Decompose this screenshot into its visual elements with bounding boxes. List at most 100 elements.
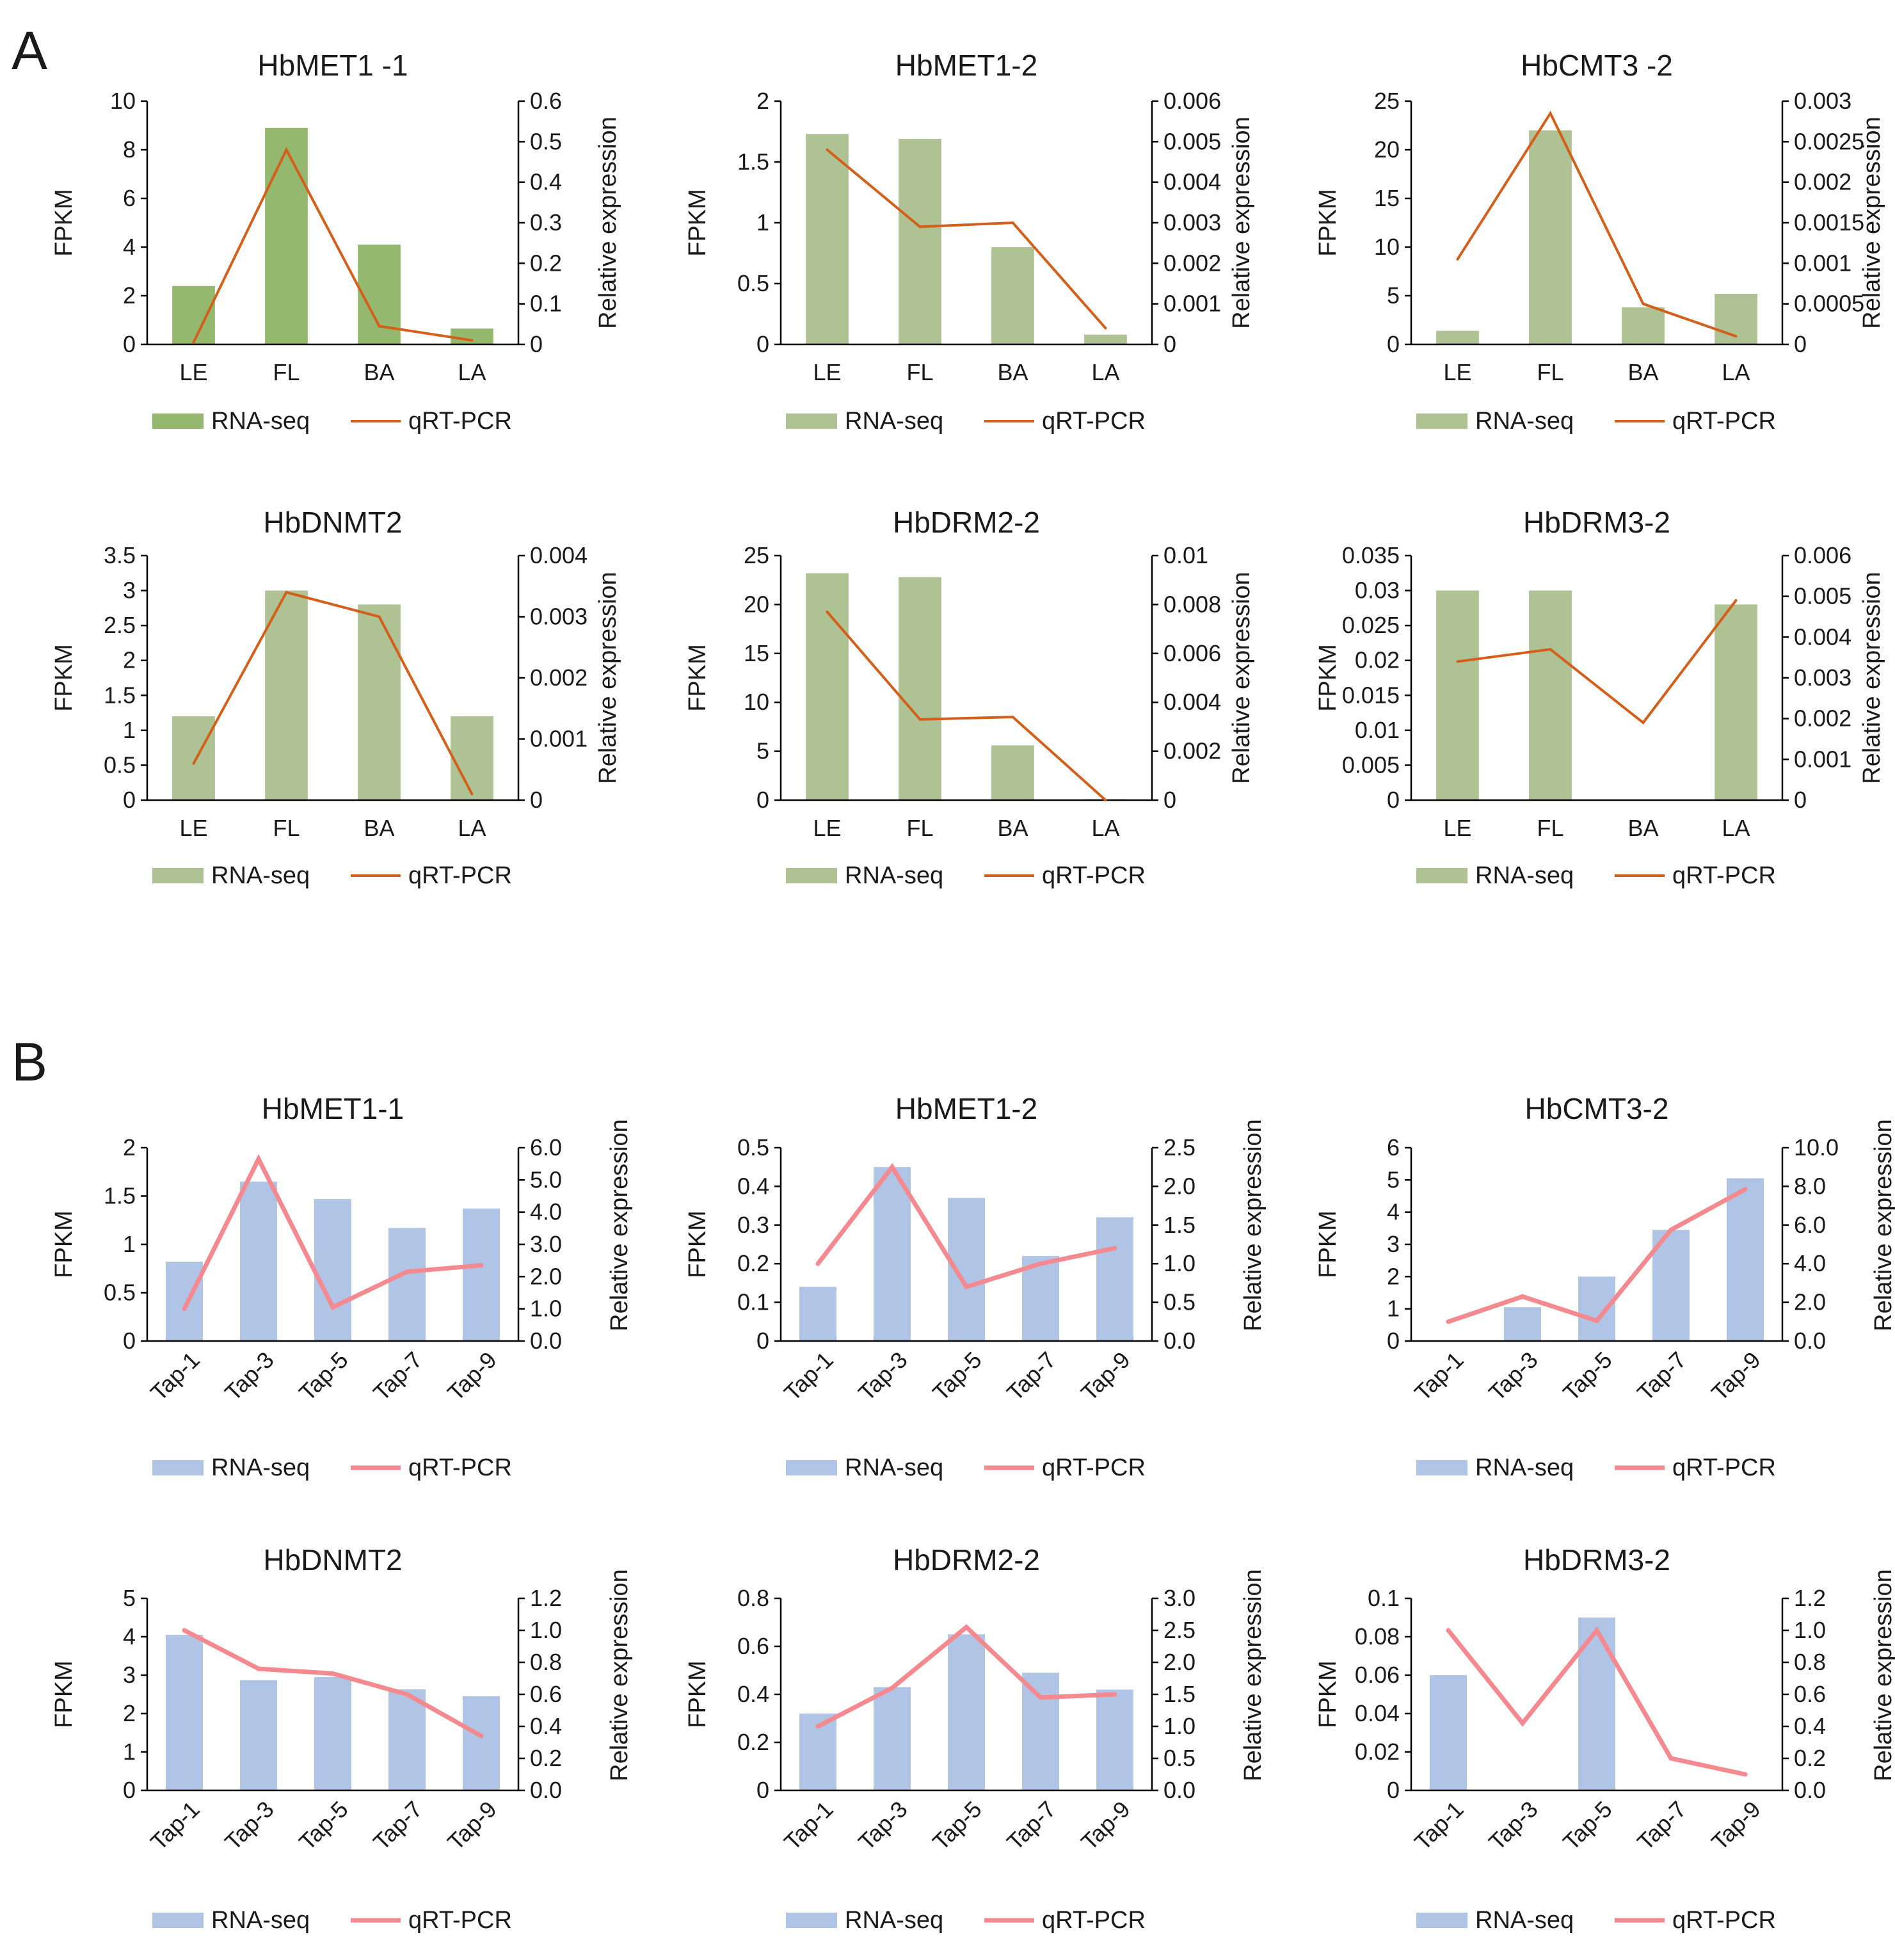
chart-4: HbDNMT2 0 0.5 1 1.5 2 2.5 3 3.5 0 0.001 0.002 0.003 0… (51, 506, 621, 889)
chart-12: HbDRM3-2 0 0.02 0.04 0.06 0.08 0.1 0.0 0.2 0.4 0.6… (1315, 1543, 1895, 1934)
chart-title: HbDNMT2 (263, 506, 402, 539)
x-tick-label: BA (1627, 815, 1658, 841)
x-tick-label: BA (364, 815, 394, 841)
y-tick-label: 2 (123, 1134, 136, 1161)
bar-tap-3 (874, 1167, 911, 1341)
y-axis-title: FPKM (684, 189, 711, 257)
y2-tick-label: 0.002 (530, 664, 588, 691)
y-tick-label: 5 (1387, 1166, 1400, 1193)
y2-tick-label: 0.2 (530, 1745, 562, 1771)
x-tick-label: BA (997, 359, 1028, 385)
y2-tick-label: 0.0025 (1794, 128, 1864, 154)
x-tick-label: Tap-7 (1632, 1347, 1691, 1406)
y2-axis-title: Relative expression (1228, 572, 1255, 784)
y-tick-label: 20 (1374, 136, 1400, 163)
y-tick-label: 5 (1387, 282, 1400, 309)
bar-tap-3 (874, 1687, 911, 1790)
y-tick-label: 0.035 (1342, 542, 1400, 568)
line-point-la (1734, 335, 1738, 338)
x-tick-label: Tap-5 (927, 1796, 987, 1856)
y-axis-title: FPKM (1315, 189, 1341, 257)
y-tick-label: 1.5 (104, 682, 136, 708)
legend-label-rna-seq: RNA-seq (1475, 408, 1574, 435)
x-tick-label: Tap-5 (294, 1347, 353, 1406)
y2-tick-label: 0.0 (1794, 1777, 1826, 1803)
y2-tick-label: 0 (1794, 331, 1807, 357)
y-tick-label: 0 (756, 331, 769, 357)
y-tick-label: 0 (1387, 1777, 1400, 1803)
y-tick-label: 1.5 (104, 1183, 136, 1209)
legend-label-rna-seq: RNA-seq (211, 1907, 310, 1934)
y2-tick-label: 0.0015 (1794, 209, 1864, 236)
y2-tick-label: 0.6 (530, 88, 562, 114)
chart-title: HbDNMT2 (263, 1543, 402, 1577)
y2-axis-title: Relative expression (1228, 116, 1255, 329)
bar-la (451, 328, 493, 344)
legend-label-rna-seq: RNA-seq (845, 1907, 943, 1934)
chart-1: HbMET1 -1 0 2 4 6 8 10 0 0.1 0.2 0.3 0.4 0.5 0.6 LE FL B… (51, 49, 621, 435)
bar-tap-7 (388, 1228, 426, 1341)
y2-tick-label: 0.006 (1163, 88, 1221, 114)
legend-label-rna-seq: RNA-seq (845, 408, 943, 435)
y-tick-label: 2 (123, 282, 136, 309)
y2-tick-label: 0.005 (1163, 128, 1221, 154)
y-tick-label: 3 (123, 1662, 136, 1688)
x-tick-label: FL (1537, 359, 1563, 385)
legend-swatch-rna-seq (786, 1460, 837, 1475)
y2-tick-label: 1.0 (1163, 1713, 1195, 1739)
x-tick-label: FL (906, 815, 933, 841)
x-tick-label: BA (997, 815, 1028, 841)
y-tick-label: 0.1 (737, 1289, 769, 1315)
y2-tick-label: 1.0 (1794, 1617, 1826, 1643)
bar-tap-5 (314, 1677, 351, 1790)
y-tick-label: 0 (123, 1777, 136, 1803)
legend-label-qrt-pcr: qRT-PCR (1042, 862, 1146, 889)
chart-7: HbMET1-1 0 0.5 1 1.5 2 0.0 1.0 2.0 3.0 4.0 5.0 6.0 Ta… (51, 1092, 633, 1481)
y2-axis-title: Relative expression (1859, 572, 1885, 784)
y2-tick-label: 0.6 (530, 1681, 562, 1707)
chart-title: HbDRM2-2 (893, 506, 1040, 539)
line-point-fl (285, 591, 288, 594)
x-tick-label: LA (1091, 359, 1119, 385)
bar-le (172, 716, 215, 800)
x-tick-label: Tap-1 (1409, 1347, 1469, 1406)
x-tick-label: LE (179, 359, 207, 385)
y-tick-label: 0.2 (737, 1250, 769, 1276)
line-point-tap-9 (479, 1733, 484, 1739)
legend-swatch-rna-seq (152, 1913, 204, 1928)
y-tick-label: 1.5 (737, 149, 769, 175)
x-tick-label: FL (273, 359, 300, 385)
y-tick-label: 0 (1387, 787, 1400, 813)
legend-label-rna-seq: RNA-seq (211, 862, 310, 889)
legend-label-qrt-pcr: qRT-PCR (1042, 408, 1146, 435)
y-axis-title: FPKM (1315, 644, 1341, 712)
y2-axis-title: Relative expression (606, 1119, 633, 1331)
y2-tick-label: 0.003 (1794, 88, 1851, 114)
bar-tap-7 (1022, 1673, 1059, 1790)
line-point-fl (918, 225, 922, 229)
y2-tick-label: 2.0 (530, 1263, 562, 1289)
y-tick-label: 0.4 (737, 1681, 769, 1707)
y-tick-label: 0 (1387, 331, 1400, 357)
legend-label-qrt-pcr: qRT-PCR (1672, 1454, 1776, 1481)
line-point-fl (1549, 112, 1552, 115)
y2-tick-label: 0.002 (1163, 250, 1221, 276)
bar-tap-5 (1578, 1276, 1615, 1341)
y-tick-label: 0.1 (1368, 1585, 1400, 1611)
line-point-la (470, 792, 474, 796)
y2-tick-label: 0.003 (530, 604, 588, 630)
y2-axis-title: Relative expression (1870, 1569, 1895, 1781)
y2-tick-label: 0.006 (1163, 640, 1221, 666)
line-point-tap-9 (1743, 1187, 1748, 1192)
y2-tick-label: 2.5 (1163, 1617, 1195, 1643)
y-tick-label: 0.02 (1355, 647, 1400, 673)
x-tick-label: Tap-3 (1483, 1796, 1543, 1856)
y-tick-label: 0.005 (1342, 751, 1400, 778)
line-point-le (192, 762, 195, 765)
y2-tick-label: 0.008 (1163, 591, 1221, 617)
bar-tap-1 (166, 1262, 203, 1341)
y-tick-label: 2.5 (104, 612, 136, 638)
line-point-fl (918, 718, 922, 721)
